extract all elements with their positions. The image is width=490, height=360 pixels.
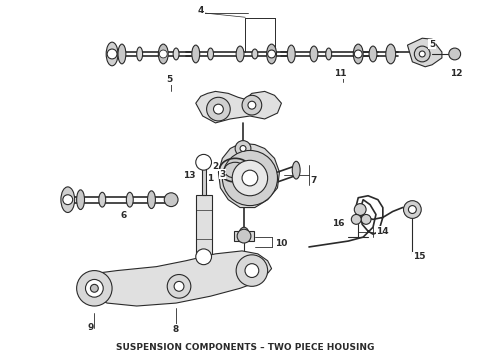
Text: 5: 5 [166,75,172,84]
Bar [234,231,254,241]
Text: 2: 2 [212,162,219,171]
Ellipse shape [137,47,143,61]
Circle shape [91,284,98,292]
Circle shape [76,271,112,306]
Text: 6: 6 [121,211,127,220]
Circle shape [214,104,223,114]
Text: 4: 4 [197,6,204,15]
Circle shape [222,150,277,206]
Text: 13: 13 [183,171,195,180]
Ellipse shape [147,191,155,208]
Ellipse shape [118,44,126,64]
Ellipse shape [326,48,332,60]
Polygon shape [219,144,279,208]
Circle shape [404,201,421,219]
Ellipse shape [353,44,363,64]
Ellipse shape [239,227,249,241]
Text: SUSPENSION COMPONENTS – TWO PIECE HOUSING: SUSPENSION COMPONENTS – TWO PIECE HOUSIN… [116,343,374,352]
Circle shape [232,160,268,196]
Circle shape [245,264,259,278]
Circle shape [63,195,73,204]
Ellipse shape [369,46,377,62]
Circle shape [237,229,251,243]
Ellipse shape [292,161,300,179]
Text: 1: 1 [207,174,214,183]
Text: 11: 11 [334,69,347,78]
Circle shape [240,145,246,152]
Ellipse shape [287,45,295,63]
Circle shape [361,215,371,224]
Ellipse shape [208,48,214,60]
Circle shape [268,50,275,58]
Ellipse shape [310,46,318,62]
Circle shape [354,50,362,58]
Ellipse shape [99,192,106,207]
Bar [196,195,212,254]
Circle shape [164,193,178,207]
Text: 12: 12 [450,69,463,78]
Text: 8: 8 [173,325,179,334]
Circle shape [242,170,258,186]
Circle shape [242,95,262,115]
Circle shape [196,154,212,170]
Text: 9: 9 [87,323,94,332]
Text: 7: 7 [311,176,317,185]
Text: 15: 15 [413,252,425,261]
Ellipse shape [76,190,84,210]
Text: 3: 3 [219,170,225,179]
Ellipse shape [192,45,200,63]
Text: 5: 5 [429,40,435,49]
Circle shape [174,282,184,291]
Circle shape [449,48,461,60]
Circle shape [415,46,430,62]
Ellipse shape [61,187,74,212]
Circle shape [419,51,425,57]
Text: 14: 14 [376,227,389,236]
Circle shape [207,97,230,121]
Circle shape [235,141,251,156]
Text: 16: 16 [332,219,345,228]
Circle shape [159,50,167,58]
Polygon shape [408,38,442,67]
Ellipse shape [173,48,179,60]
Circle shape [107,49,117,59]
Circle shape [236,255,268,286]
Circle shape [167,275,191,298]
Polygon shape [196,91,281,123]
Text: 10: 10 [275,239,288,248]
Bar [202,165,206,195]
Ellipse shape [158,44,168,64]
Ellipse shape [236,46,244,62]
Polygon shape [84,251,271,306]
Circle shape [354,204,366,215]
Ellipse shape [267,44,276,64]
Circle shape [248,101,256,109]
Circle shape [409,206,416,213]
Ellipse shape [252,49,258,59]
Ellipse shape [106,42,118,66]
Ellipse shape [126,192,133,207]
Circle shape [196,249,212,265]
Circle shape [85,279,103,297]
Ellipse shape [386,44,395,64]
Circle shape [351,215,361,224]
